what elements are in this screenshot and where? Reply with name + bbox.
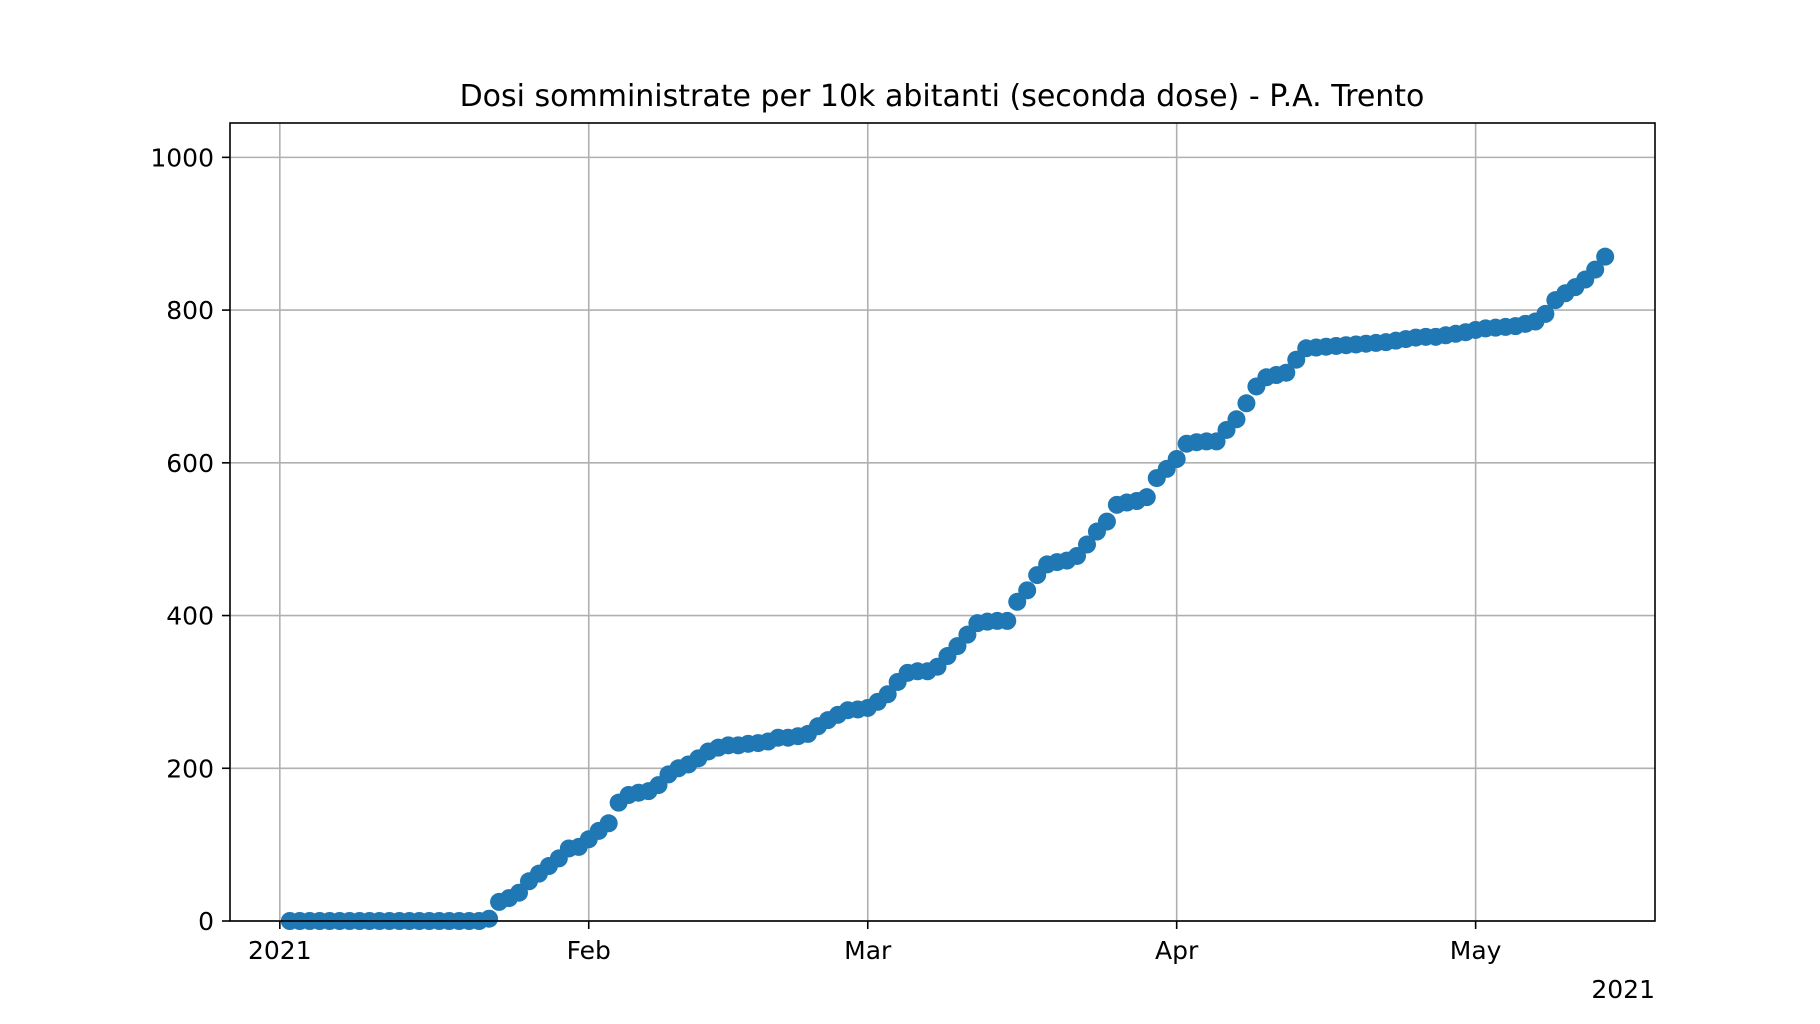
data-point [1167, 450, 1186, 468]
data-point [1137, 488, 1156, 507]
y-tick-label: 400 [166, 602, 214, 631]
data-point [1077, 535, 1096, 554]
data-point [1237, 394, 1256, 413]
x-tick-label: 2021 [248, 936, 312, 965]
y-tick-label: 1000 [150, 143, 214, 172]
x-tick-label: Apr [1155, 936, 1199, 965]
y-tick-label: 200 [166, 754, 214, 783]
x-tick-label: Mar [844, 936, 892, 965]
y-axis: 0 200 400 600 800 1000 [150, 143, 230, 936]
data-point [1536, 304, 1555, 323]
data-point [599, 814, 618, 833]
data-point [1586, 260, 1605, 279]
y-tick-label: 0 [198, 907, 214, 936]
data-point [998, 611, 1017, 630]
data-point [1018, 581, 1037, 600]
x-offset-label: 2021 [1591, 975, 1655, 1004]
x-axis: 2021 Feb Mar Apr May [248, 921, 1502, 965]
x-tick-label: May [1450, 936, 1502, 965]
plot-frame [229, 122, 1656, 922]
data-point [1227, 410, 1246, 429]
data-point [480, 909, 499, 928]
y-tick-label: 800 [166, 296, 214, 325]
data-point [1097, 512, 1116, 531]
data-point [878, 685, 897, 704]
data-point [1277, 363, 1296, 382]
x-tick-label: Feb [567, 936, 611, 965]
data-point [1596, 247, 1615, 266]
chart-title: Dosi somministrate per 10k abitanti (sec… [460, 79, 1425, 114]
y-tick-label: 600 [166, 449, 214, 478]
